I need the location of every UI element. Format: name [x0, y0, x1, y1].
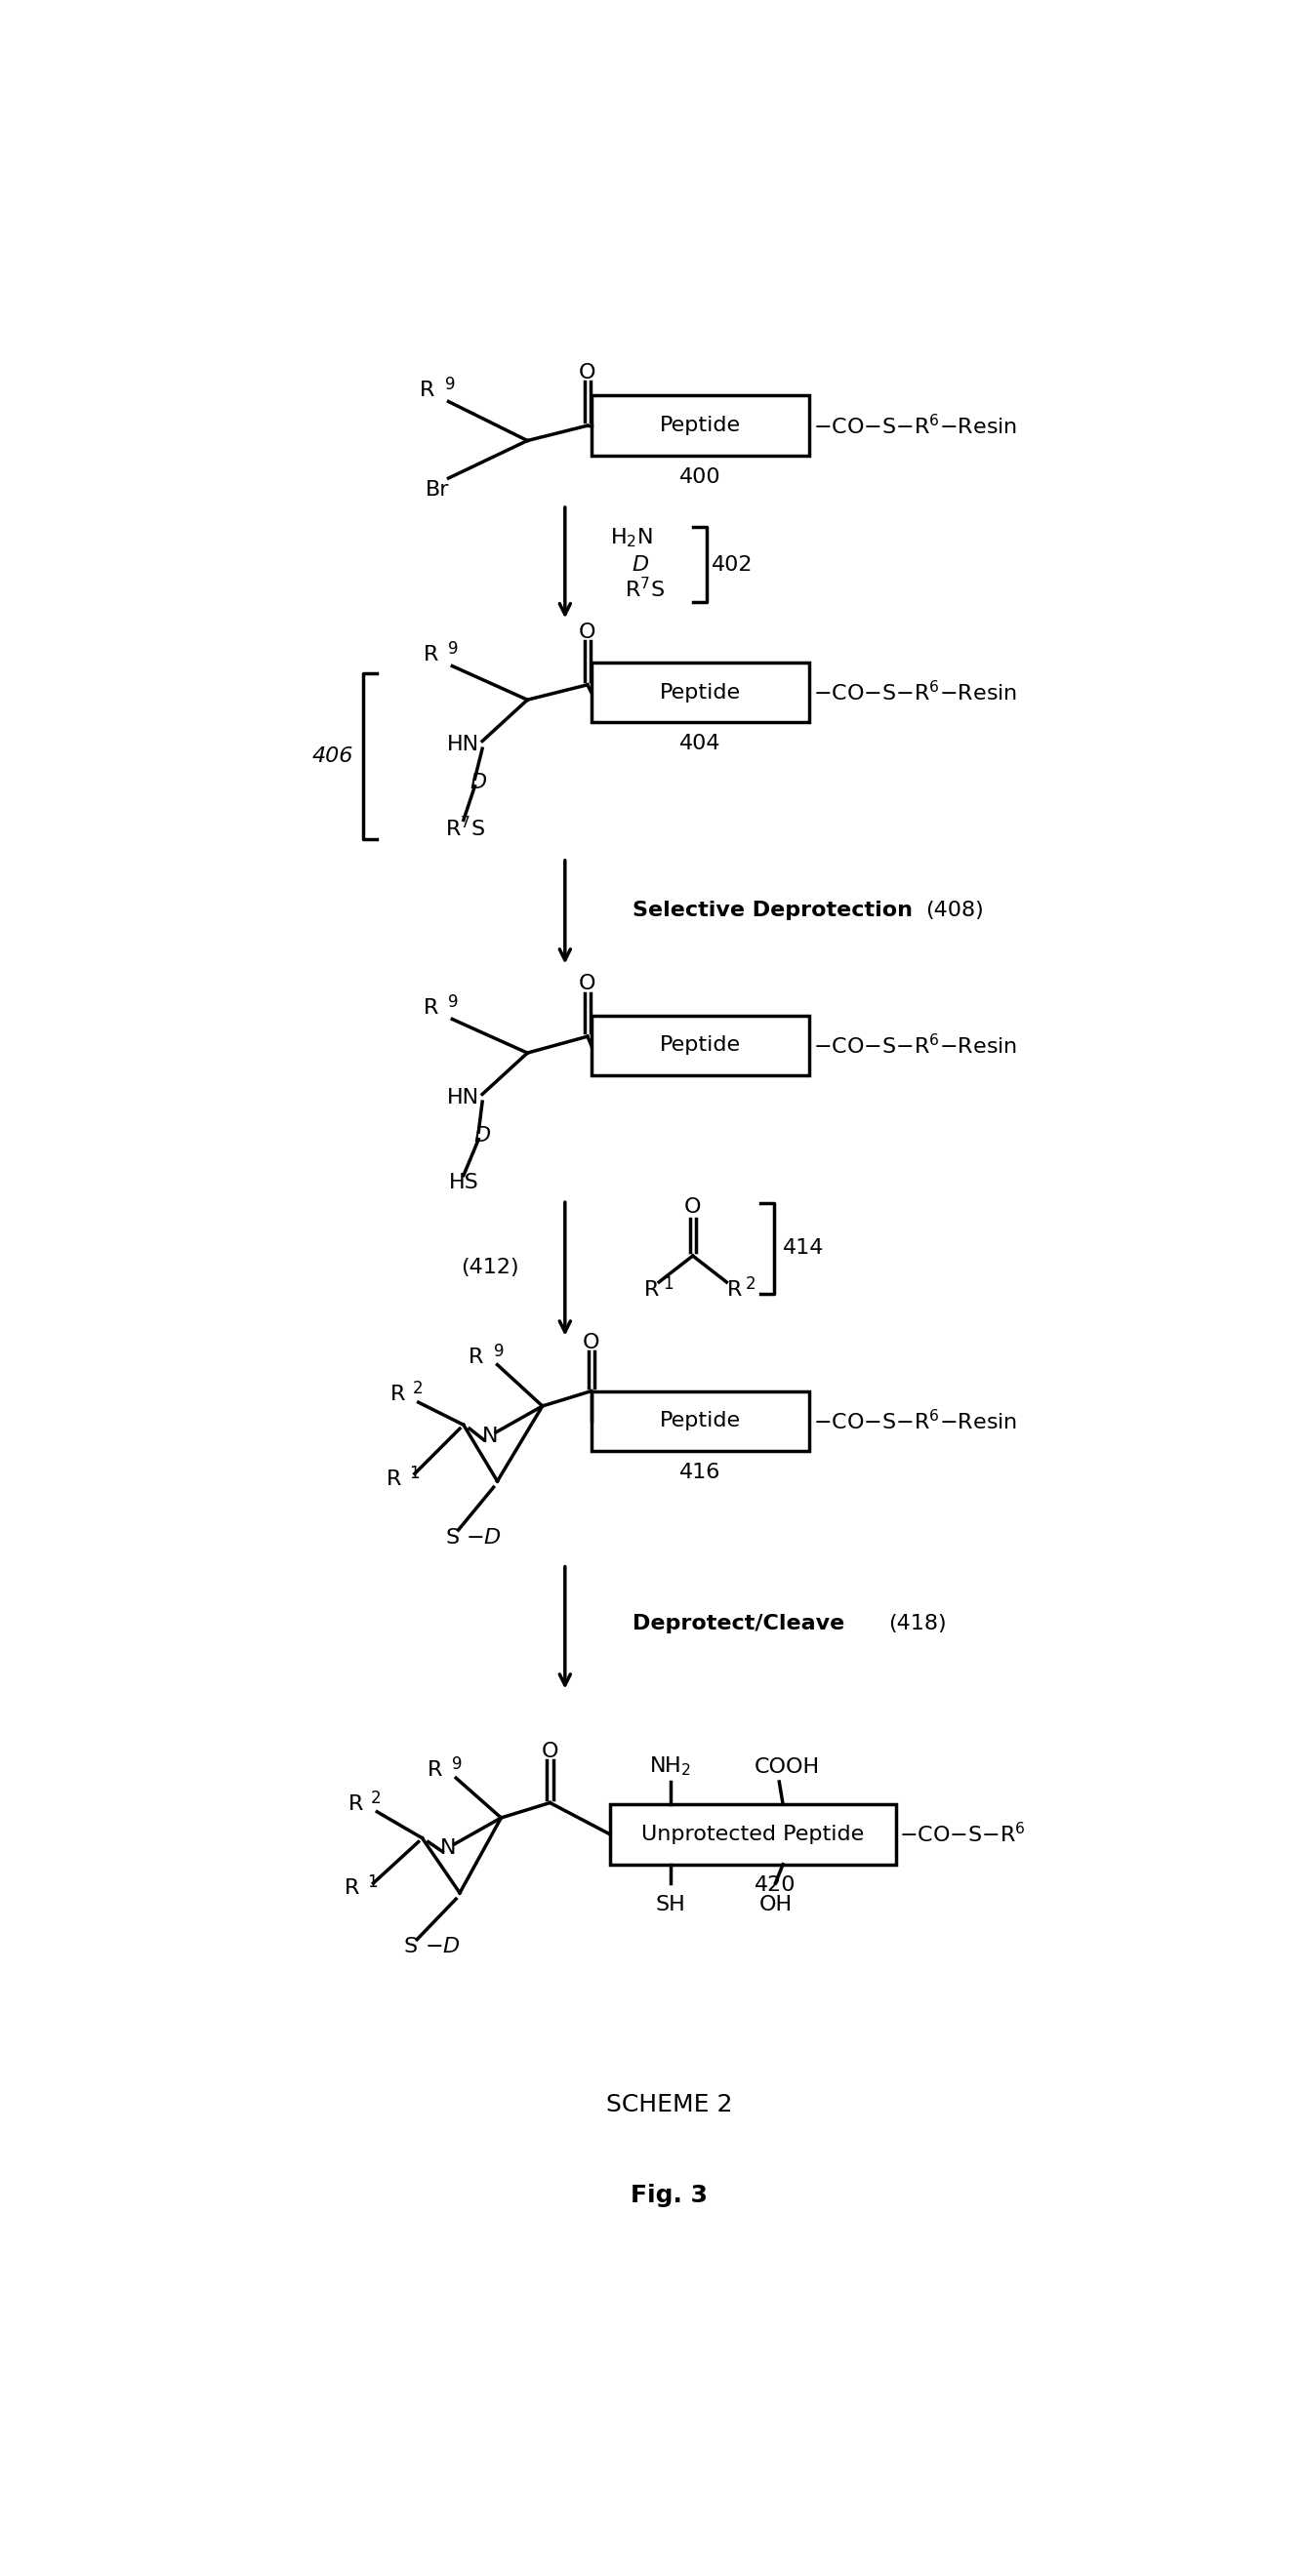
Text: 420: 420 [754, 1875, 796, 1896]
Text: 1: 1 [409, 1463, 420, 1481]
Text: R: R [423, 997, 439, 1018]
Text: 404: 404 [680, 734, 721, 752]
Text: R: R [349, 1795, 363, 1814]
Text: Peptide: Peptide [660, 1036, 741, 1056]
Text: $-$D: $-$D [425, 1937, 460, 1958]
Text: D: D [631, 554, 648, 574]
Text: H$_2$N: H$_2$N [610, 526, 654, 549]
Text: 1: 1 [663, 1275, 673, 1293]
Text: 9: 9 [448, 994, 459, 1010]
Text: Deprotect/Cleave: Deprotect/Cleave [633, 1615, 844, 1633]
Text: N: N [482, 1427, 498, 1445]
Text: 9: 9 [452, 1757, 463, 1772]
Text: HN: HN [447, 1087, 480, 1108]
Text: O: O [579, 363, 596, 384]
Text: R: R [423, 644, 439, 665]
Text: R: R [345, 1878, 359, 1899]
Text: Peptide: Peptide [660, 415, 741, 435]
Text: 414: 414 [783, 1239, 825, 1257]
Bar [591, 662, 809, 721]
Text: Unprotected Peptide: Unprotected Peptide [642, 1824, 864, 1844]
Text: (418): (418) [889, 1615, 946, 1633]
Text: 2: 2 [413, 1381, 422, 1399]
Text: 406: 406 [311, 747, 353, 765]
Text: O: O [685, 1198, 702, 1216]
Text: S: S [404, 1937, 418, 1958]
Text: S: S [446, 1528, 459, 1548]
Text: O: O [583, 1332, 600, 1352]
Text: NH$_2$: NH$_2$ [650, 1754, 691, 1777]
Text: $-$CO$-$S$-$R$^6$: $-$CO$-$S$-$R$^6$ [899, 1821, 1026, 1847]
Text: $-$D: $-$D [465, 1528, 502, 1548]
Text: OH: OH [759, 1893, 792, 1914]
Text: 400: 400 [680, 466, 721, 487]
Text: $-$CO$-$S$-$R$^6$$-$Resin: $-$CO$-$S$-$R$^6$$-$Resin [813, 412, 1017, 438]
Text: Peptide: Peptide [660, 683, 741, 703]
Bar [591, 1015, 809, 1077]
Text: D: D [474, 1126, 490, 1146]
Text: Selective Deprotection: Selective Deprotection [633, 902, 912, 920]
Text: O: O [579, 974, 596, 994]
Text: N: N [440, 1839, 456, 1857]
Text: SH: SH [655, 1893, 685, 1914]
Text: Br: Br [425, 479, 450, 500]
Text: 9: 9 [448, 639, 459, 657]
Text: R$^7$S: R$^7$S [625, 577, 665, 603]
Text: D: D [471, 773, 488, 793]
Text: R: R [469, 1347, 484, 1368]
Text: SCHEME 2: SCHEME 2 [606, 2094, 733, 2117]
Text: 9: 9 [444, 376, 455, 394]
Text: (408): (408) [925, 902, 984, 920]
Text: R: R [386, 1468, 401, 1489]
Text: HS: HS [448, 1172, 478, 1193]
Text: $-$CO$-$S$-$R$^6$$-$Resin: $-$CO$-$S$-$R$^6$$-$Resin [813, 1409, 1017, 1432]
Text: R: R [420, 381, 435, 399]
Text: Peptide: Peptide [660, 1412, 741, 1430]
Text: O: O [541, 1741, 558, 1762]
Text: R: R [389, 1386, 405, 1404]
Text: 2: 2 [371, 1790, 382, 1806]
Text: $-$CO$-$S$-$R$^6$$-$Resin: $-$CO$-$S$-$R$^6$$-$Resin [813, 1033, 1017, 1059]
Text: R$^7$S: R$^7$S [444, 814, 485, 840]
Text: COOH: COOH [754, 1757, 819, 1777]
Text: 9: 9 [494, 1342, 503, 1360]
Bar [591, 1391, 809, 1450]
Text: Fig. 3: Fig. 3 [631, 2184, 708, 2208]
Bar [591, 397, 809, 456]
Text: (412): (412) [461, 1257, 519, 1278]
Text: R: R [727, 1280, 741, 1298]
Text: 2: 2 [745, 1275, 755, 1293]
Text: 416: 416 [680, 1463, 721, 1481]
Text: $-$CO$-$S$-$R$^6$$-$Resin: $-$CO$-$S$-$R$^6$$-$Resin [813, 680, 1017, 706]
Text: R: R [427, 1762, 443, 1780]
Bar [610, 1803, 895, 1865]
Text: O: O [579, 623, 596, 641]
Text: R: R [644, 1280, 659, 1298]
Text: 402: 402 [711, 554, 753, 574]
Text: 1: 1 [367, 1873, 378, 1891]
Text: HN: HN [447, 734, 480, 755]
